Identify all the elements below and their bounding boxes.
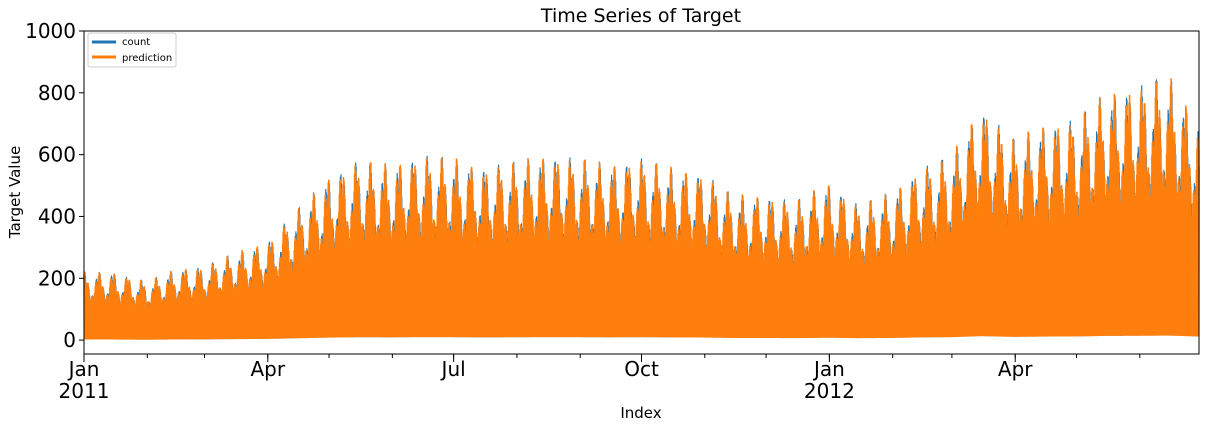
x-axis-label: Index bbox=[620, 404, 661, 422]
x-tick-label: Oct bbox=[624, 357, 659, 381]
x-tick-label: Jul bbox=[440, 357, 466, 381]
x-tick-label: Apr bbox=[998, 357, 1033, 381]
legend: count prediction bbox=[87, 32, 177, 68]
x-tick-year-label: 2012 bbox=[804, 379, 855, 403]
y-tick-label: 400 bbox=[38, 204, 76, 228]
y-axis-label: Target Value bbox=[6, 146, 24, 239]
legend-label-prediction: prediction bbox=[122, 53, 172, 64]
y-axis: 0 200 400 600 800 1000 bbox=[25, 19, 84, 352]
y-tick-label: 0 bbox=[63, 328, 76, 352]
y-tick-label: 200 bbox=[38, 266, 76, 290]
x-tick-label: Apr bbox=[250, 357, 285, 381]
legend-label-count: count bbox=[122, 37, 150, 48]
series-line-prediction bbox=[83, 78, 1200, 340]
plot-area bbox=[83, 30, 1200, 355]
y-tick-label: 800 bbox=[38, 81, 76, 105]
y-tick-label: 600 bbox=[38, 143, 76, 167]
x-tick-label: Jan bbox=[67, 357, 100, 381]
series-layer bbox=[83, 78, 1200, 340]
y-tick-label: 1000 bbox=[25, 19, 76, 43]
chart-title: Time Series of Target bbox=[540, 5, 741, 27]
x-tick-year-label: 2011 bbox=[59, 379, 110, 403]
x-tick-label: Jan bbox=[812, 357, 845, 381]
